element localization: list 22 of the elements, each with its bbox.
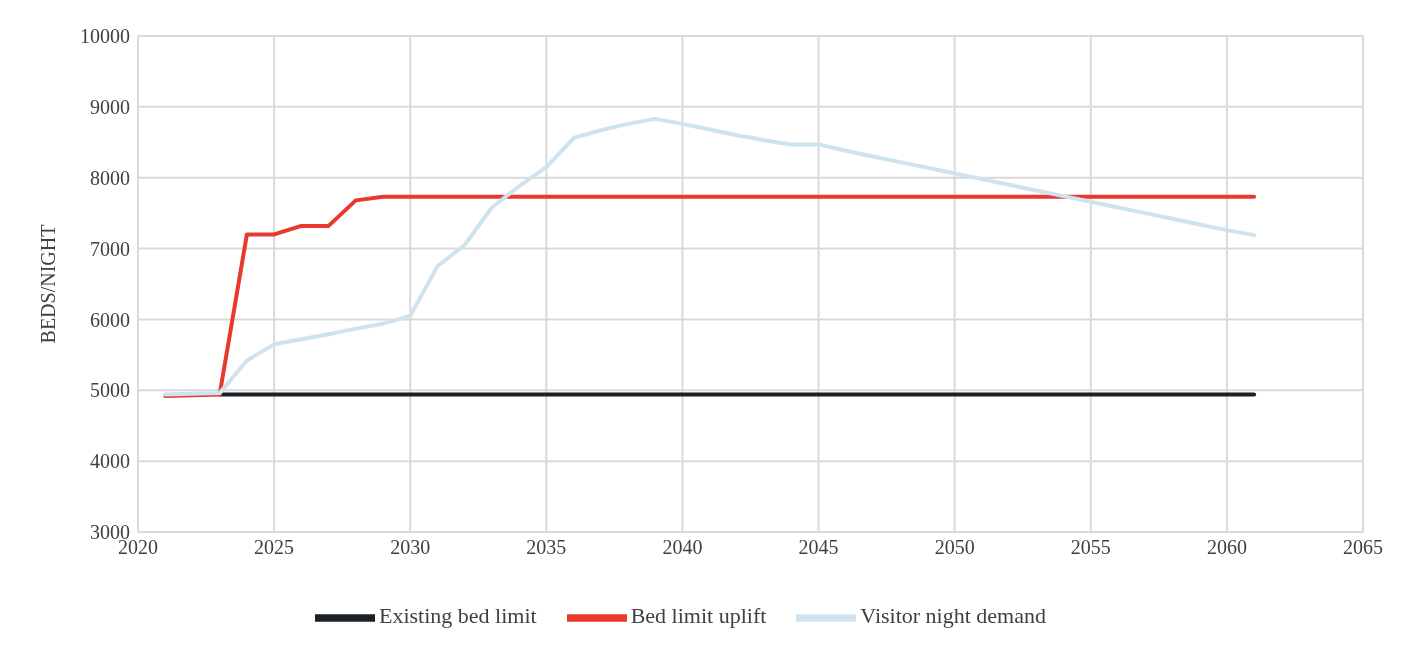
x-tick-label: 2045 — [798, 536, 839, 559]
x-tick-label: 2025 — [254, 536, 295, 559]
y-tick-label: 5000 — [90, 379, 130, 402]
x-tick-label: 2055 — [1070, 536, 1111, 559]
y-tick-label: 8000 — [90, 166, 130, 189]
x-tick-label: 2050 — [934, 536, 975, 559]
x-tick-label: 2035 — [526, 536, 567, 559]
y-tick-label: 6000 — [90, 308, 130, 331]
y-tick-label: 4000 — [90, 450, 130, 473]
y-tick-label: 10000 — [80, 25, 130, 48]
legend-label: Bed limit uplift — [630, 603, 767, 629]
line-series — [163, 116, 1257, 397]
y-tick-label: 9000 — [90, 95, 130, 118]
y-axis-title: BEDS/NIGHT — [37, 224, 60, 344]
x-tick-label: 2060 — [1206, 536, 1247, 559]
legend-label: Visitor night demand — [860, 603, 1046, 629]
line-series — [163, 194, 1257, 398]
x-tick-label: 2040 — [662, 536, 703, 559]
legend-label: Existing bed limit — [378, 603, 537, 629]
x-tick-label: 2065 — [1343, 536, 1383, 559]
x-tick-label: 2030 — [390, 536, 431, 559]
y-tick-label: 7000 — [90, 237, 130, 260]
